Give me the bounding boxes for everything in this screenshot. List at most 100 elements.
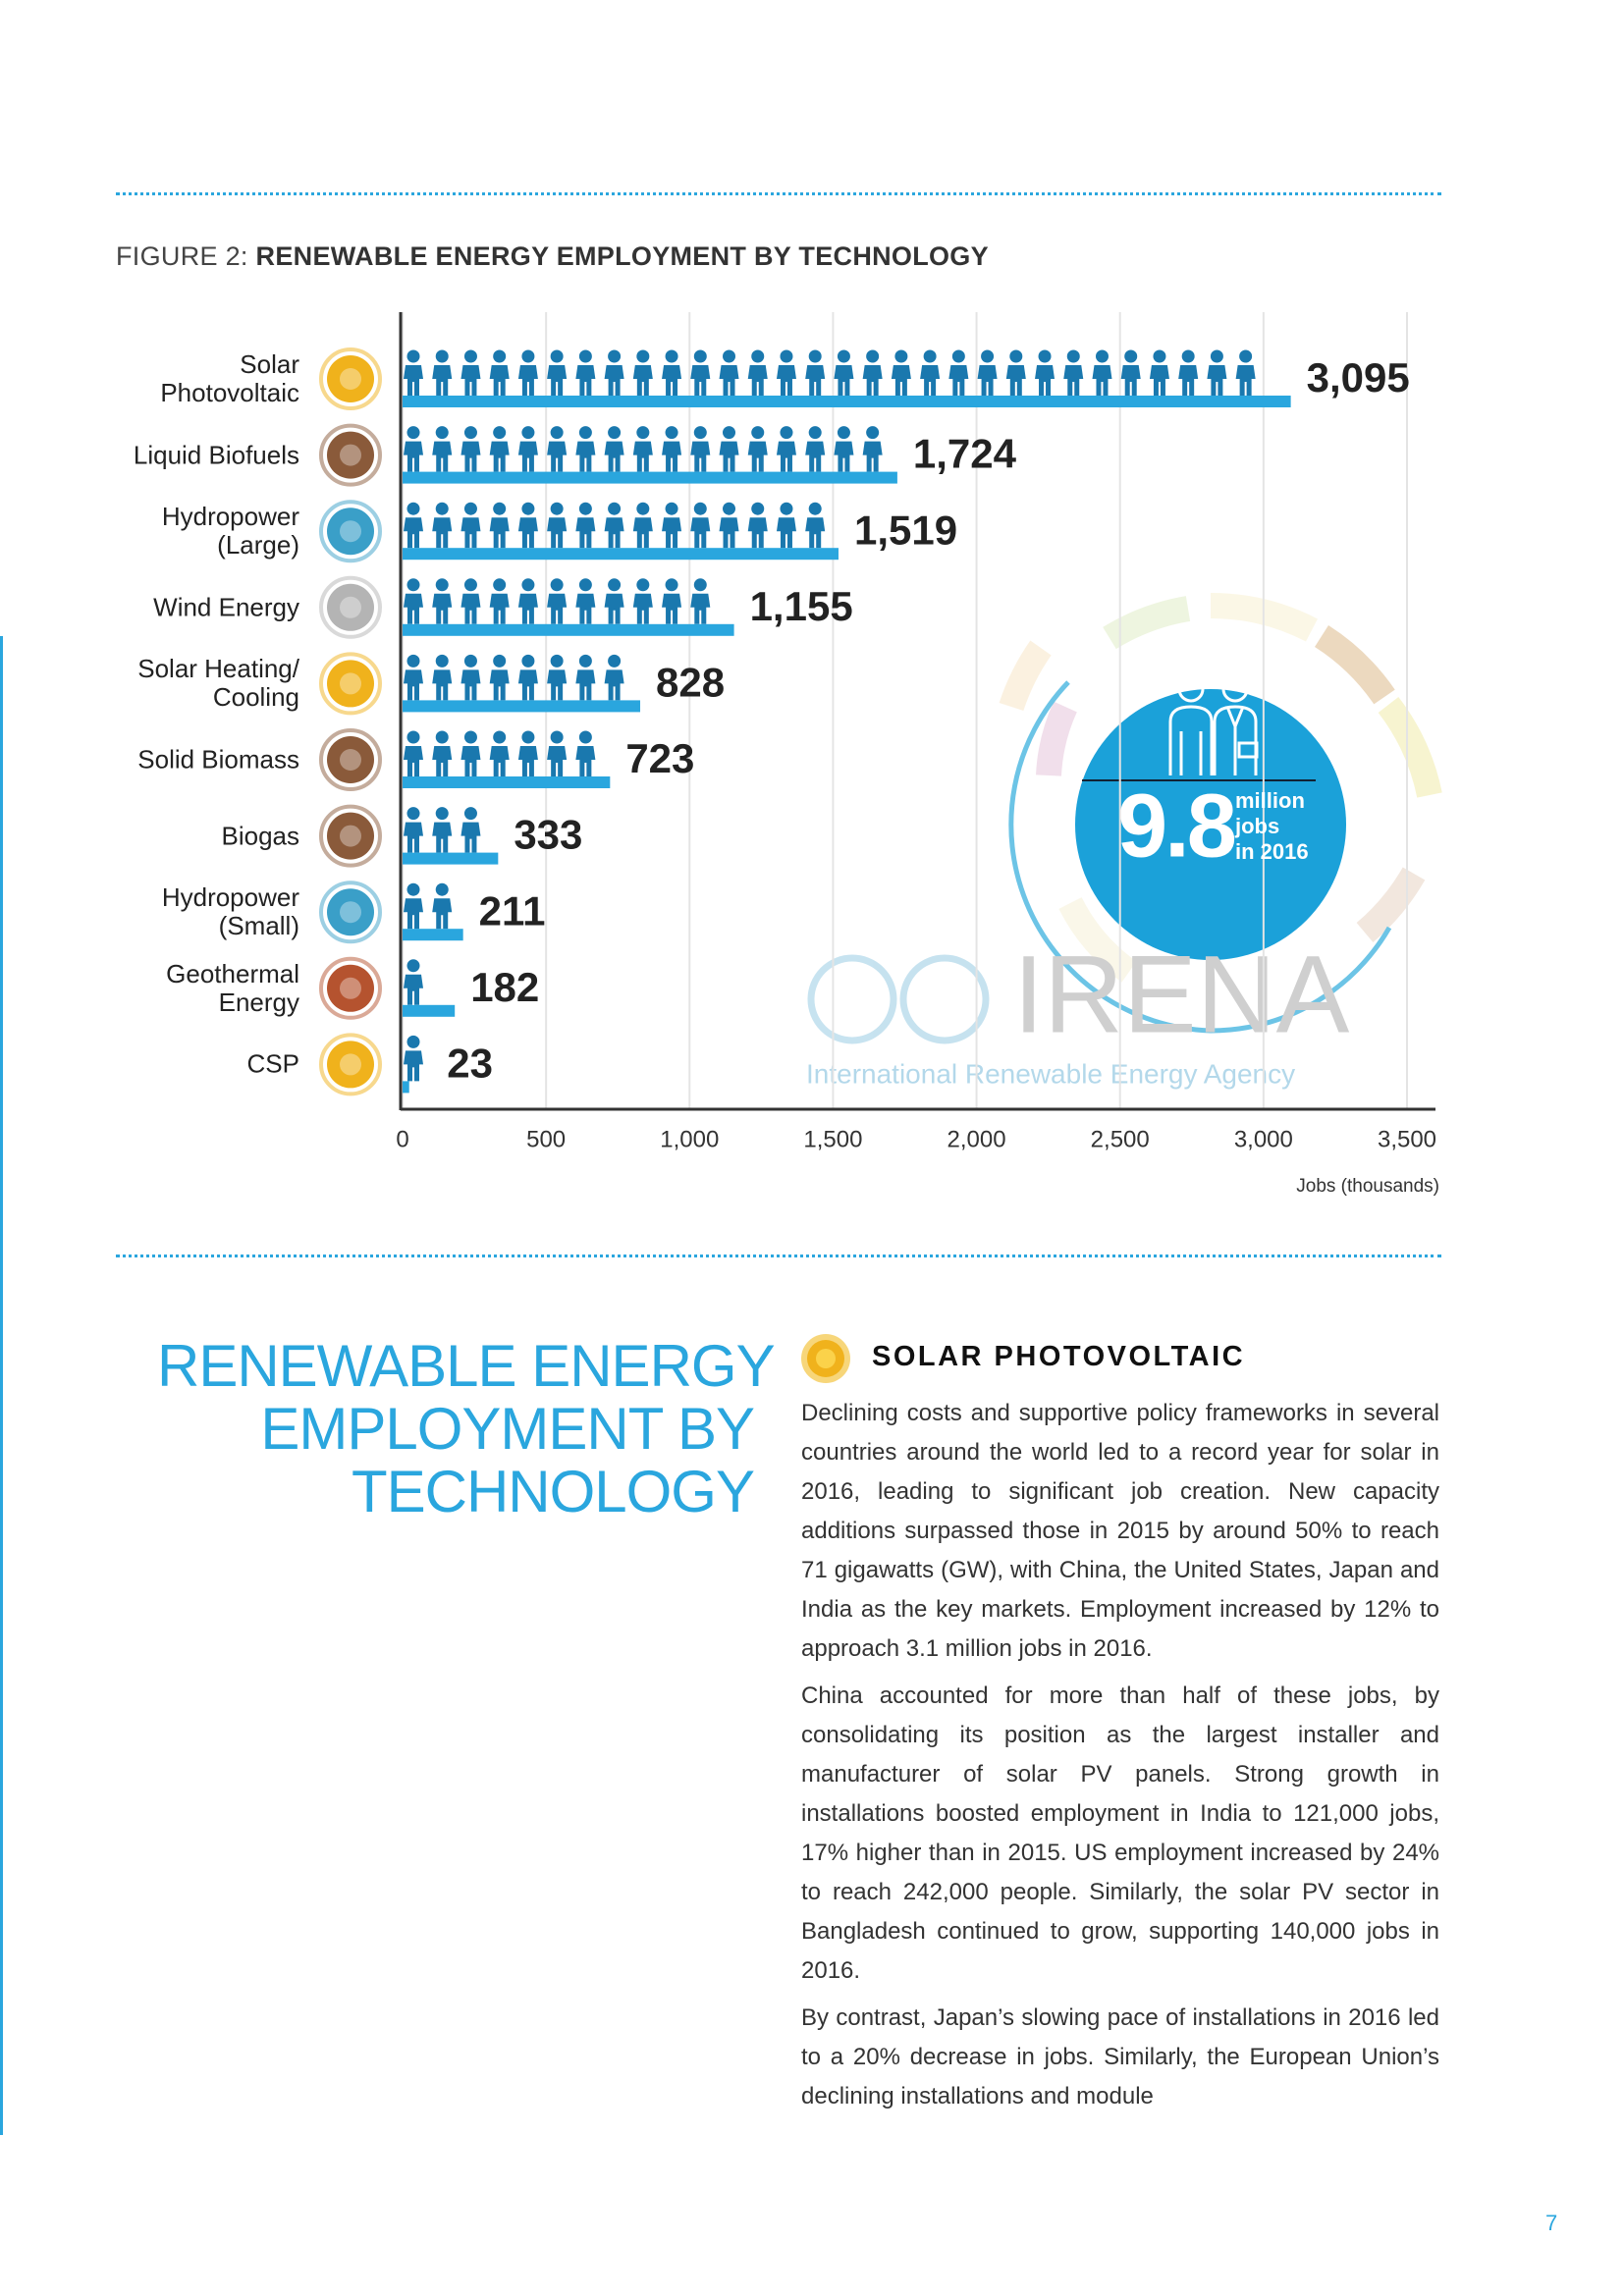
person-body	[489, 669, 510, 701]
category-icon	[327, 507, 374, 556]
person-head	[493, 502, 507, 515]
person-body	[805, 365, 826, 396]
bar	[403, 623, 734, 636]
category-icon-center	[340, 368, 361, 390]
category-icon	[327, 964, 374, 1012]
person-head	[406, 578, 420, 592]
person-head	[406, 1035, 420, 1048]
category-label: CSP	[246, 1048, 299, 1079]
heading-line: RENEWABLE ENERGY	[157, 1333, 776, 1399]
person-body	[404, 365, 423, 396]
person-head	[751, 502, 765, 515]
person-head	[578, 349, 592, 363]
person-body	[977, 365, 998, 396]
category-icon	[327, 431, 374, 479]
category-icon-center	[340, 825, 361, 847]
person-body	[1120, 365, 1141, 396]
person-head	[780, 349, 793, 363]
person-body	[891, 365, 911, 396]
person-body	[575, 441, 596, 472]
person-head	[521, 578, 535, 592]
person-body	[862, 441, 883, 472]
person-head	[578, 502, 592, 515]
infographic-decoration	[999, 592, 1442, 983]
category-icon-center	[340, 1053, 361, 1076]
person-body	[1035, 365, 1056, 396]
bar	[403, 1081, 409, 1094]
person-head	[723, 426, 736, 440]
person-body	[517, 593, 538, 624]
person-head	[665, 349, 678, 363]
person-head	[406, 730, 420, 744]
person-head	[550, 426, 564, 440]
person-head	[723, 349, 736, 363]
person-body	[517, 669, 538, 701]
body-text: Declining costs and supportive policy fr…	[801, 1394, 1439, 2124]
person-body	[1149, 365, 1169, 396]
person-head	[1181, 349, 1195, 363]
category-icon-center	[340, 596, 361, 618]
person-head	[493, 578, 507, 592]
person-head	[463, 807, 477, 821]
person-head	[608, 654, 622, 667]
person-head	[1153, 349, 1166, 363]
x-tick-label: 2,000	[947, 1126, 1006, 1152]
person-head	[406, 502, 420, 515]
person-icons	[404, 654, 624, 701]
subheading: SOLAR PHOTOVOLTAIC	[872, 1341, 1246, 1372]
person-body	[862, 365, 883, 396]
person-head	[665, 578, 678, 592]
person-body	[1005, 365, 1026, 396]
category-label: Hydropower (Small)	[161, 882, 299, 941]
x-axis-title: Jobs (thousands)	[1296, 1176, 1439, 1197]
person-head	[578, 730, 592, 744]
x-tick-label: 500	[526, 1126, 566, 1152]
bar	[403, 776, 611, 788]
section-heading: RENEWABLE ENERGY EMPLOYMENT BY TECHNOLOG…	[157, 1333, 776, 1524]
person-body	[460, 441, 481, 472]
value-label: 182	[470, 964, 539, 1010]
person-head	[751, 426, 765, 440]
person-head	[636, 578, 650, 592]
person-head	[550, 654, 564, 667]
person-head	[837, 349, 850, 363]
person-head	[550, 502, 564, 515]
person-body	[604, 365, 624, 396]
person-body	[432, 593, 453, 624]
person-body	[489, 517, 510, 549]
person-head	[406, 807, 420, 821]
person-icons	[404, 1035, 423, 1082]
person-body	[404, 517, 423, 549]
category-label: Biogas	[221, 821, 300, 851]
person-head	[521, 654, 535, 667]
value-label: 333	[514, 812, 582, 858]
person-body	[547, 517, 568, 549]
person-head	[435, 426, 449, 440]
heading-line: TECHNOLOGY	[351, 1459, 755, 1524]
value-label: 723	[625, 735, 694, 781]
figure-title: FIGURE 2: RENEWABLE ENERGY EMPLOYMENT BY…	[116, 241, 989, 272]
person-head	[550, 578, 564, 592]
person-head	[521, 730, 535, 744]
person-body	[690, 517, 711, 549]
category-icon	[327, 812, 374, 860]
person-body	[1063, 365, 1084, 396]
logo-text: IRENA	[1013, 934, 1350, 1056]
person-body	[547, 669, 568, 701]
person-body	[690, 365, 711, 396]
person-head	[578, 654, 592, 667]
person-body	[719, 441, 739, 472]
person-head	[866, 349, 880, 363]
person-body	[575, 746, 596, 776]
person-body	[489, 441, 510, 472]
person-body	[776, 365, 796, 396]
person-head	[837, 426, 850, 440]
category-icon-center	[340, 977, 361, 999]
person-head	[1038, 349, 1052, 363]
person-body	[432, 822, 453, 853]
person-head	[894, 349, 908, 363]
person-head	[808, 349, 822, 363]
person-body	[404, 669, 423, 701]
person-body	[404, 822, 423, 853]
